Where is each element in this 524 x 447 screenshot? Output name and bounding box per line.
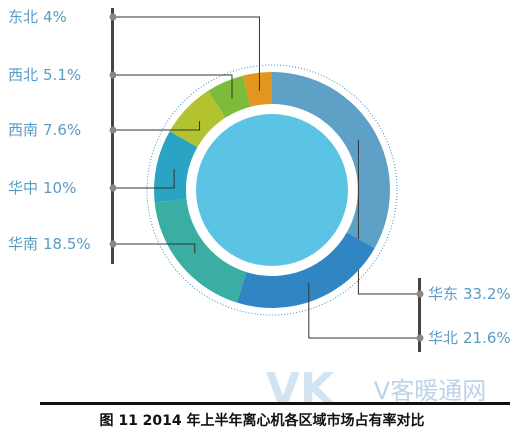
segment-label: 华南 18.5% [8, 235, 91, 253]
watermark: V客暖通网 [374, 377, 486, 405]
leader-line [114, 74, 233, 99]
category-label: 东北 [8, 8, 38, 26]
leader-dot [109, 13, 117, 21]
leader-dot [109, 184, 117, 192]
donut-segment [236, 232, 375, 308]
leader-dot [109, 126, 117, 134]
category-label: 华北 [428, 329, 458, 347]
category-label: 华中 [8, 179, 38, 197]
chart-title: 图 11 2014 年上半年离心机各区域市场占有率对比 [99, 412, 424, 429]
leader-line [114, 121, 201, 131]
leader-dot [109, 71, 117, 79]
leader-line [114, 169, 175, 189]
donut-segment [242, 72, 272, 107]
leader-line [114, 243, 196, 254]
value-label: 4% [43, 8, 67, 26]
segment-label: 东北 4% [8, 8, 67, 26]
donut-segment [272, 72, 391, 249]
category-label: 华南 [8, 235, 38, 253]
value-label: 18.5% [43, 235, 91, 253]
rule [40, 402, 510, 405]
category-label: 西南 [8, 121, 38, 139]
leader-dot [109, 240, 117, 248]
dotted-ring [146, 64, 398, 316]
center-disk [196, 114, 348, 266]
value-label: 7.6% [43, 121, 81, 139]
donut-segment [208, 75, 251, 118]
value-label: 10% [43, 179, 76, 197]
left-bar [111, 8, 114, 264]
value-label: 21.6% [463, 329, 511, 347]
leader-line [308, 282, 418, 339]
value-label: 5.1% [43, 66, 81, 84]
segment-label: 西南 7.6% [8, 121, 81, 139]
leader-line [114, 16, 260, 91]
value-label: 33.2% [463, 285, 511, 303]
segment-label: 西北 5.1% [8, 66, 81, 84]
leader-dot [416, 334, 424, 342]
watermark: VK [266, 364, 336, 415]
segment-label: 华北 21.6% [428, 329, 511, 347]
donut-segment [169, 90, 226, 148]
segment-label: 华中 10% [8, 179, 76, 197]
category-label: 西北 [8, 66, 38, 84]
segment-label: 华东 33.2% [428, 285, 511, 303]
donut-segment [154, 131, 198, 203]
leader-dot [416, 290, 424, 298]
leader-line [357, 139, 418, 295]
donut-segment [154, 199, 247, 303]
right-bar [418, 278, 421, 352]
category-label: 华东 [428, 285, 458, 303]
